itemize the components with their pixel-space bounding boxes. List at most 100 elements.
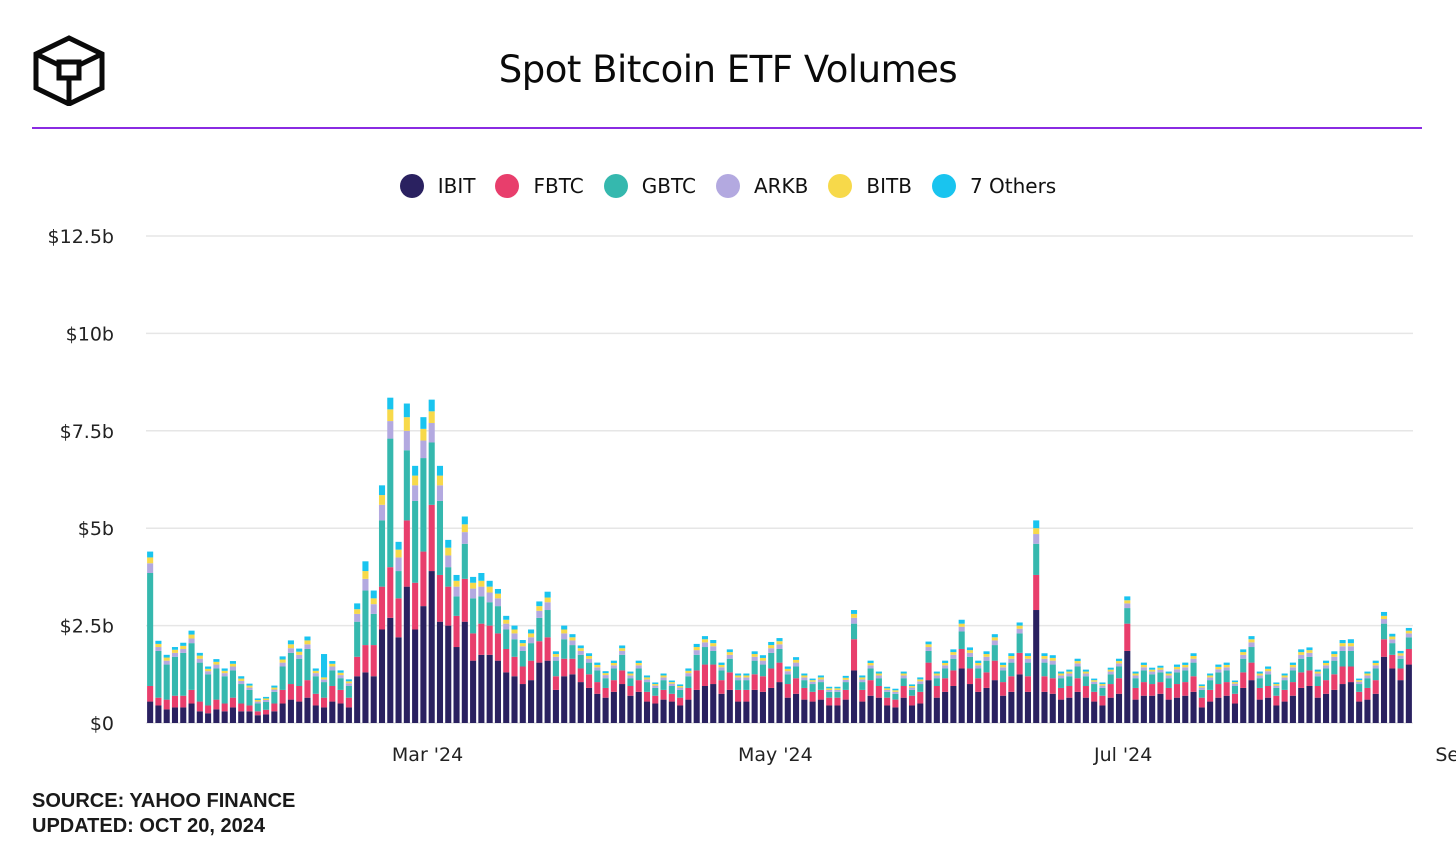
bar-segment-arkb[interactable] xyxy=(544,602,551,611)
bar-segment-gbtc[interactable] xyxy=(834,691,841,698)
bar-segment-arkb[interactable] xyxy=(1323,665,1330,669)
bar-segment-gbtc[interactable] xyxy=(536,617,543,642)
bar-segment-gbtc[interactable] xyxy=(1380,623,1388,640)
bar-segment-arkb[interactable] xyxy=(1190,658,1197,663)
bar-segment-gbtc[interactable] xyxy=(1165,678,1172,688)
bar-segment-ibit[interactable] xyxy=(420,606,427,723)
bar-segment-ibit[interactable] xyxy=(1190,691,1197,723)
bar-segment-fbtc[interactable] xyxy=(171,695,179,708)
bar-segment-ibit[interactable] xyxy=(1240,687,1247,723)
bar-segment-arkb[interactable] xyxy=(304,644,311,649)
bar-segment-fbtc[interactable] xyxy=(1066,685,1073,698)
bar-segment-ibit[interactable] xyxy=(345,707,352,723)
bar-segment-fbtc[interactable] xyxy=(155,697,162,706)
bar-segment-gbtc[interactable] xyxy=(403,450,410,521)
bar-segment-bitb[interactable] xyxy=(221,670,228,674)
bar-segment-fbtc[interactable] xyxy=(180,695,187,708)
bar-segment-gbtc[interactable] xyxy=(478,596,485,624)
bar-segment-gbtc[interactable] xyxy=(884,691,891,698)
bar-segment-bitb[interactable] xyxy=(1397,653,1404,656)
bar-segment-ibit[interactable] xyxy=(370,676,377,723)
bar-segment-ibit[interactable] xyxy=(1082,697,1089,723)
bar-segment-arkb[interactable] xyxy=(494,598,501,607)
bar-segment-bitb[interactable] xyxy=(254,700,261,702)
bar-segment-bitb[interactable] xyxy=(975,663,982,666)
bar-segment-bitb[interactable] xyxy=(1364,673,1371,676)
bar-segment-gbtc[interactable] xyxy=(213,668,220,700)
bar-segment-7-others[interactable] xyxy=(362,561,369,572)
bar-segment-fbtc[interactable] xyxy=(279,689,286,704)
bar-segment-bitb[interactable] xyxy=(875,673,882,676)
bar-segment-fbtc[interactable] xyxy=(685,687,692,700)
bar-segment-arkb[interactable] xyxy=(246,687,253,690)
bar-segment-arkb[interactable] xyxy=(296,654,303,659)
bar-segment-7-others[interactable] xyxy=(1265,666,1272,669)
bar-segment-7-others[interactable] xyxy=(884,686,891,689)
bar-segment-ibit[interactable] xyxy=(768,687,775,723)
bar-segment-bitb[interactable] xyxy=(718,664,725,668)
bar-segment-ibit[interactable] xyxy=(180,707,187,723)
bar-segment-ibit[interactable] xyxy=(602,697,609,723)
bar-segment-bitb[interactable] xyxy=(710,643,717,647)
bar-segment-arkb[interactable] xyxy=(1372,665,1379,669)
bar-segment-fbtc[interactable] xyxy=(445,586,452,626)
bar-segment-ibit[interactable] xyxy=(312,705,319,723)
bar-segment-bitb[interactable] xyxy=(867,663,874,666)
bar-segment-arkb[interactable] xyxy=(1124,603,1131,609)
bar-segment-ibit[interactable] xyxy=(809,701,816,723)
bar-segment-gbtc[interactable] xyxy=(552,660,559,677)
bar-segment-ibit[interactable] xyxy=(1215,697,1222,723)
bar-segment-7-others[interactable] xyxy=(917,677,924,680)
bar-segment-7-others[interactable] xyxy=(1339,640,1346,644)
bar-segment-bitb[interactable] xyxy=(436,475,444,486)
bar-segment-7-others[interactable] xyxy=(933,671,940,674)
bar-segment-arkb[interactable] xyxy=(801,677,808,681)
bar-segment-arkb[interactable] xyxy=(321,679,328,683)
bar-segment-ibit[interactable] xyxy=(1397,680,1404,723)
bar-segment-fbtc[interactable] xyxy=(660,689,667,700)
bar-segment-7-others[interactable] xyxy=(776,638,783,642)
bar-segment-gbtc[interactable] xyxy=(1198,689,1205,698)
bar-segment-ibit[interactable] xyxy=(1165,699,1172,723)
bar-segment-ibit[interactable] xyxy=(362,672,369,723)
bar-segment-ibit[interactable] xyxy=(246,711,253,723)
bar-segment-gbtc[interactable] xyxy=(362,590,369,646)
bar-segment-gbtc[interactable] xyxy=(1091,684,1098,692)
bar-segment-ibit[interactable] xyxy=(801,699,808,723)
bar-segment-gbtc[interactable] xyxy=(917,684,924,692)
bar-segment-fbtc[interactable] xyxy=(403,520,410,587)
bar-segment-arkb[interactable] xyxy=(486,592,493,603)
bar-segment-fbtc[interactable] xyxy=(1240,672,1247,688)
bar-segment-ibit[interactable] xyxy=(354,676,361,723)
bar-segment-7-others[interactable] xyxy=(1124,596,1131,601)
bar-segment-gbtc[interactable] xyxy=(494,606,501,634)
bar-segment-bitb[interactable] xyxy=(685,670,692,674)
bar-segment-bitb[interactable] xyxy=(743,675,750,678)
bar-segment-gbtc[interactable] xyxy=(619,654,626,671)
bar-segment-bitb[interactable] xyxy=(1058,673,1065,676)
bar-segment-bitb[interactable] xyxy=(933,673,940,676)
bar-segment-bitb[interactable] xyxy=(1008,655,1015,659)
bar-segment-gbtc[interactable] xyxy=(1000,670,1007,683)
bar-segment-bitb[interactable] xyxy=(420,428,427,441)
bar-segment-arkb[interactable] xyxy=(213,664,220,669)
bar-segment-fbtc[interactable] xyxy=(1082,685,1089,698)
bar-segment-bitb[interactable] xyxy=(287,644,294,649)
bar-segment-fbtc[interactable] xyxy=(635,680,642,692)
bar-segment-fbtc[interactable] xyxy=(718,680,725,694)
bar-segment-ibit[interactable] xyxy=(552,689,559,723)
bar-segment-7-others[interactable] xyxy=(445,539,452,548)
bar-segment-ibit[interactable] xyxy=(453,647,460,723)
bar-segment-bitb[interactable] xyxy=(1223,664,1230,668)
bar-segment-fbtc[interactable] xyxy=(420,551,427,607)
bar-segment-fbtc[interactable] xyxy=(163,699,170,710)
bar-segment-fbtc[interactable] xyxy=(751,674,758,690)
bar-segment-bitb[interactable] xyxy=(594,664,601,668)
bar-segment-bitb[interactable] xyxy=(503,619,510,624)
bar-segment-7-others[interactable] xyxy=(950,649,957,653)
bar-segment-arkb[interactable] xyxy=(884,689,891,692)
bar-segment-7-others[interactable] xyxy=(751,651,758,655)
bar-segment-ibit[interactable] xyxy=(710,684,717,723)
bar-segment-bitb[interactable] xyxy=(246,685,253,688)
bar-segment-gbtc[interactable] xyxy=(544,610,551,638)
